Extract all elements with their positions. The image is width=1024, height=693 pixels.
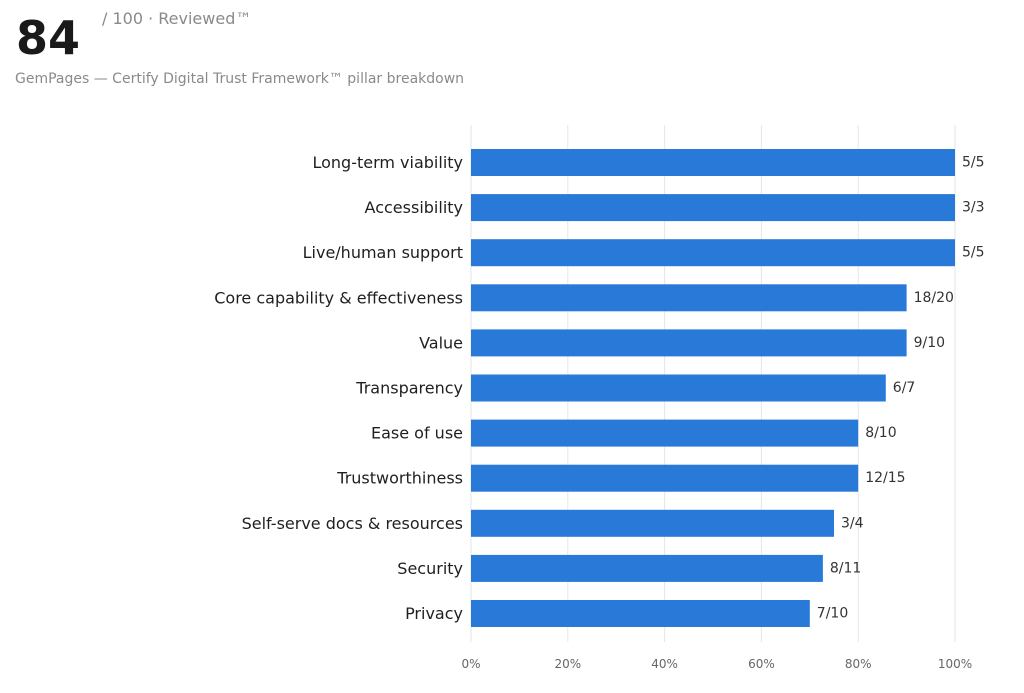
x-tick-label: 40% xyxy=(651,657,678,671)
data-label: 3/3 xyxy=(962,200,985,216)
x-tick-label: 100% xyxy=(938,657,972,671)
bar xyxy=(471,600,810,627)
category-label: Live/human support xyxy=(303,243,463,262)
category-label: Core capability & effectiveness xyxy=(214,288,463,307)
data-label: 3/4 xyxy=(841,515,864,531)
data-label: 8/11 xyxy=(830,560,861,576)
bar xyxy=(471,194,955,222)
x-tick-label: 60% xyxy=(748,657,775,671)
category-label: Self-serve docs & resources xyxy=(242,514,463,533)
data-label: 6/7 xyxy=(893,380,916,396)
data-label: 9/10 xyxy=(914,335,945,351)
bar xyxy=(471,464,859,492)
category-label: Value xyxy=(419,333,463,352)
data-label: 8/10 xyxy=(865,425,896,441)
data-label: 5/5 xyxy=(962,155,985,171)
bar xyxy=(471,284,907,312)
bar xyxy=(471,374,886,402)
x-tick-label: 80% xyxy=(845,657,872,671)
x-tick-label: 0% xyxy=(461,657,480,671)
x-tick-label: 20% xyxy=(554,657,581,671)
category-label: Long-term viability xyxy=(312,153,463,172)
category-label: Accessibility xyxy=(365,198,463,217)
data-label: 7/10 xyxy=(817,606,848,622)
overall-score: 84 xyxy=(16,11,81,65)
bar xyxy=(471,149,955,176)
bar xyxy=(471,329,907,357)
category-label: Ease of use xyxy=(371,424,463,443)
category-label: Trustworthiness xyxy=(336,469,463,488)
bar xyxy=(471,554,823,582)
bar xyxy=(471,509,834,537)
data-label: 5/5 xyxy=(962,245,985,261)
data-label: 12/15 xyxy=(865,470,905,486)
chart-subtitle: GemPages — Certify Digital Trust Framewo… xyxy=(15,71,465,87)
category-label: Security xyxy=(397,559,463,578)
bar xyxy=(471,419,859,447)
bar xyxy=(471,239,955,267)
category-label: Transparency xyxy=(355,379,463,398)
data-label: 18/20 xyxy=(914,290,954,306)
category-label: Privacy xyxy=(405,604,463,623)
score-suffix: / 100 · Reviewed™ xyxy=(102,9,252,28)
